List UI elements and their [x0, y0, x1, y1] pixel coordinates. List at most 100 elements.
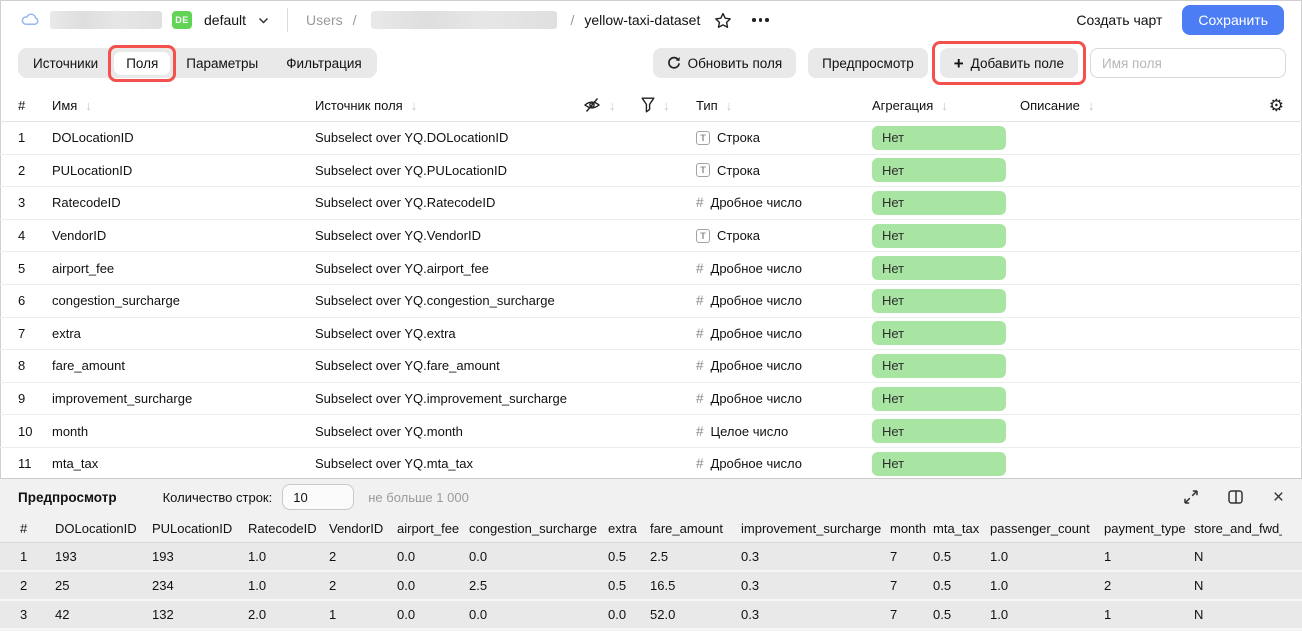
field-type[interactable]: T Строка — [696, 228, 872, 243]
aggregation-badge[interactable]: Нет — [872, 386, 1006, 411]
aggregation-badge[interactable]: Нет — [872, 158, 1006, 183]
aggregation-badge[interactable]: Нет — [872, 419, 1006, 444]
tab-parameters[interactable]: Параметры — [186, 55, 259, 71]
table-row[interactable]: 3 RatecodeID Subselect over YQ.RatecodeID #… — [0, 187, 1302, 220]
refresh-fields-button[interactable]: Обновить поля — [652, 48, 797, 78]
field-name: airport_fee — [52, 260, 115, 276]
aggregation-badge[interactable]: Нет — [872, 125, 1006, 150]
field-type[interactable]: # Дробное число — [696, 326, 872, 341]
preview-cell: 2.5 — [469, 578, 488, 593]
aggregation-badge[interactable]: Нет — [872, 223, 1006, 248]
aggregation-badge[interactable]: Нет — [872, 288, 1006, 313]
table-row[interactable]: 8 fare_amount Subselect over YQ.fare_amoun… — [0, 350, 1302, 383]
field-type-label: Дробное число — [710, 456, 802, 472]
table-row[interactable]: 6 congestion_surcharge Subselect over YQ.c… — [0, 285, 1302, 318]
field-source: Subselect over YQ.mta_tax — [315, 456, 474, 472]
field-type[interactable]: T Строка — [696, 130, 872, 145]
preview-col-index: # — [20, 521, 28, 536]
aggregation-badge[interactable]: Нет — [872, 256, 1006, 281]
field-name-search-input[interactable] — [1090, 48, 1286, 78]
table-row[interactable]: 4 VendorID Subselect over YQ.VendorID T Стро… — [0, 220, 1302, 253]
preview-cell: 0.0 — [469, 549, 488, 564]
col-header-filter[interactable]: ↓ — [641, 97, 696, 113]
col-header-type[interactable]: Тип ↓ — [696, 97, 733, 113]
row-index: 7 — [18, 325, 26, 341]
preview-cell: 0.0 — [397, 578, 416, 593]
divider — [287, 8, 289, 32]
aggregation-badge[interactable]: Нет — [872, 353, 1006, 378]
field-source: Subselect over YQ.airport_fee — [315, 260, 489, 276]
save-button[interactable]: Сохранить — [1182, 5, 1284, 35]
col-header-hidden[interactable]: ↓ — [583, 97, 641, 113]
tab-sources[interactable]: Источники — [33, 55, 99, 71]
aggregation-badge[interactable]: Нет — [872, 321, 1006, 346]
chevron-down-icon[interactable] — [258, 17, 269, 24]
col-header-aggregation[interactable]: Агрегация ↓ — [872, 97, 948, 113]
table-settings-gear-icon[interactable]: ⚙ — [1268, 95, 1284, 115]
create-chart-button[interactable]: Создать чарт — [1076, 12, 1163, 28]
preview-panel: Предпросмотр Количество строк: не больше… — [0, 478, 1302, 631]
number-type-icon: # — [696, 195, 704, 211]
plus-icon: + — [953, 53, 964, 73]
field-type[interactable]: T Строка — [696, 163, 872, 178]
aggregation-badge[interactable]: Нет — [872, 451, 1006, 476]
preview-cell: 7 — [890, 607, 898, 622]
table-row[interactable]: 10 month Subselect over YQ.month # Целое чис… — [0, 415, 1302, 448]
aggregation-cell: Нет — [872, 256, 1020, 281]
aggregation-cell: Нет — [872, 223, 1020, 248]
preview-cell: 0.5 — [933, 578, 952, 593]
preview-cell: 1.0 — [990, 549, 1009, 564]
field-name: PULocationID — [52, 162, 133, 178]
more-menu-icon[interactable] — [752, 18, 769, 22]
env-selector[interactable]: default — [204, 12, 247, 28]
sort-arrow-icon: ↓ — [410, 97, 418, 113]
preview-col-header: PULocationID — [152, 521, 233, 536]
table-row[interactable]: 1 DOLocationID Subselect over YQ.DOLocatio… — [0, 122, 1302, 155]
aggregation-cell: Нет — [872, 353, 1020, 378]
workspace-name-redacted[interactable] — [50, 11, 162, 29]
favorite-star-icon[interactable] — [714, 12, 732, 29]
field-type[interactable]: # Дробное число — [696, 261, 872, 276]
col-header-source[interactable]: Источник поля ↓ — [315, 97, 418, 113]
refresh-fields-label: Обновить поля — [687, 55, 783, 71]
field-type[interactable]: # Целое число — [696, 424, 872, 439]
rows-count-input[interactable] — [282, 484, 355, 510]
toolbar: Источники Поля Параметры Фильтрация Обно… — [0, 41, 1302, 85]
aggregation-badge[interactable]: Нет — [872, 190, 1006, 215]
folder-name-redacted[interactable] — [370, 11, 557, 29]
aggregation-cell: Нет — [872, 125, 1020, 150]
breadcrumb-root[interactable]: Users — [306, 12, 343, 28]
field-type[interactable]: # Дробное число — [696, 391, 872, 406]
field-type[interactable]: # Дробное число — [696, 195, 872, 210]
tab-filtering[interactable]: Фильтрация — [286, 55, 362, 71]
preview-table-row: 2 25 234 1.0 2 0.0 2.5 0.5 16.5 0.3 7 0.5 1.0 2 N — [0, 572, 1302, 601]
field-type[interactable]: # Дробное число — [696, 293, 872, 308]
table-row[interactable]: 9 improvement_surcharge Subselect over YQ.… — [0, 383, 1302, 416]
field-name: fare_amount — [52, 358, 125, 374]
sort-arrow-icon: ↓ — [663, 97, 670, 113]
breadcrumb-separator: / — [352, 12, 357, 28]
expand-icon[interactable] — [1184, 490, 1198, 504]
preview-cell: 3 — [20, 607, 28, 622]
field-source: Subselect over YQ.DOLocationID — [315, 130, 509, 146]
table-row[interactable]: 5 airport_fee Subselect over YQ.airport_fe… — [0, 252, 1302, 285]
tab-fields[interactable]: Поля — [108, 44, 177, 82]
table-row[interactable]: 11 mta_tax Subselect over YQ.mta_tax # Дробн… — [0, 448, 1302, 481]
field-name: DOLocationID — [52, 130, 134, 146]
add-field-button[interactable]: + Добавить поле — [931, 41, 1087, 85]
preview-toggle-button[interactable]: Предпросмотр — [808, 48, 928, 78]
field-type[interactable]: # Дробное число — [696, 358, 872, 373]
preview-cell: 2 — [329, 549, 337, 564]
col-header-description[interactable]: Описание ↓ — [1020, 97, 1095, 113]
preview-cell: 2.5 — [650, 549, 669, 564]
field-type[interactable]: # Дробное число — [696, 456, 872, 471]
table-row[interactable]: 7 extra Subselect over YQ.extra # Дробное чи… — [0, 318, 1302, 351]
col-header-name[interactable]: Имя ↓ — [52, 97, 92, 113]
string-type-icon: T — [696, 228, 710, 243]
preview-cell: 1 — [1104, 549, 1112, 564]
preview-col-header: congestion_surcharge — [469, 521, 597, 536]
close-icon[interactable]: × — [1272, 486, 1284, 508]
table-row[interactable]: 2 PULocationID Subselect over YQ.PULocatio… — [0, 155, 1302, 188]
split-view-icon[interactable] — [1228, 490, 1243, 504]
